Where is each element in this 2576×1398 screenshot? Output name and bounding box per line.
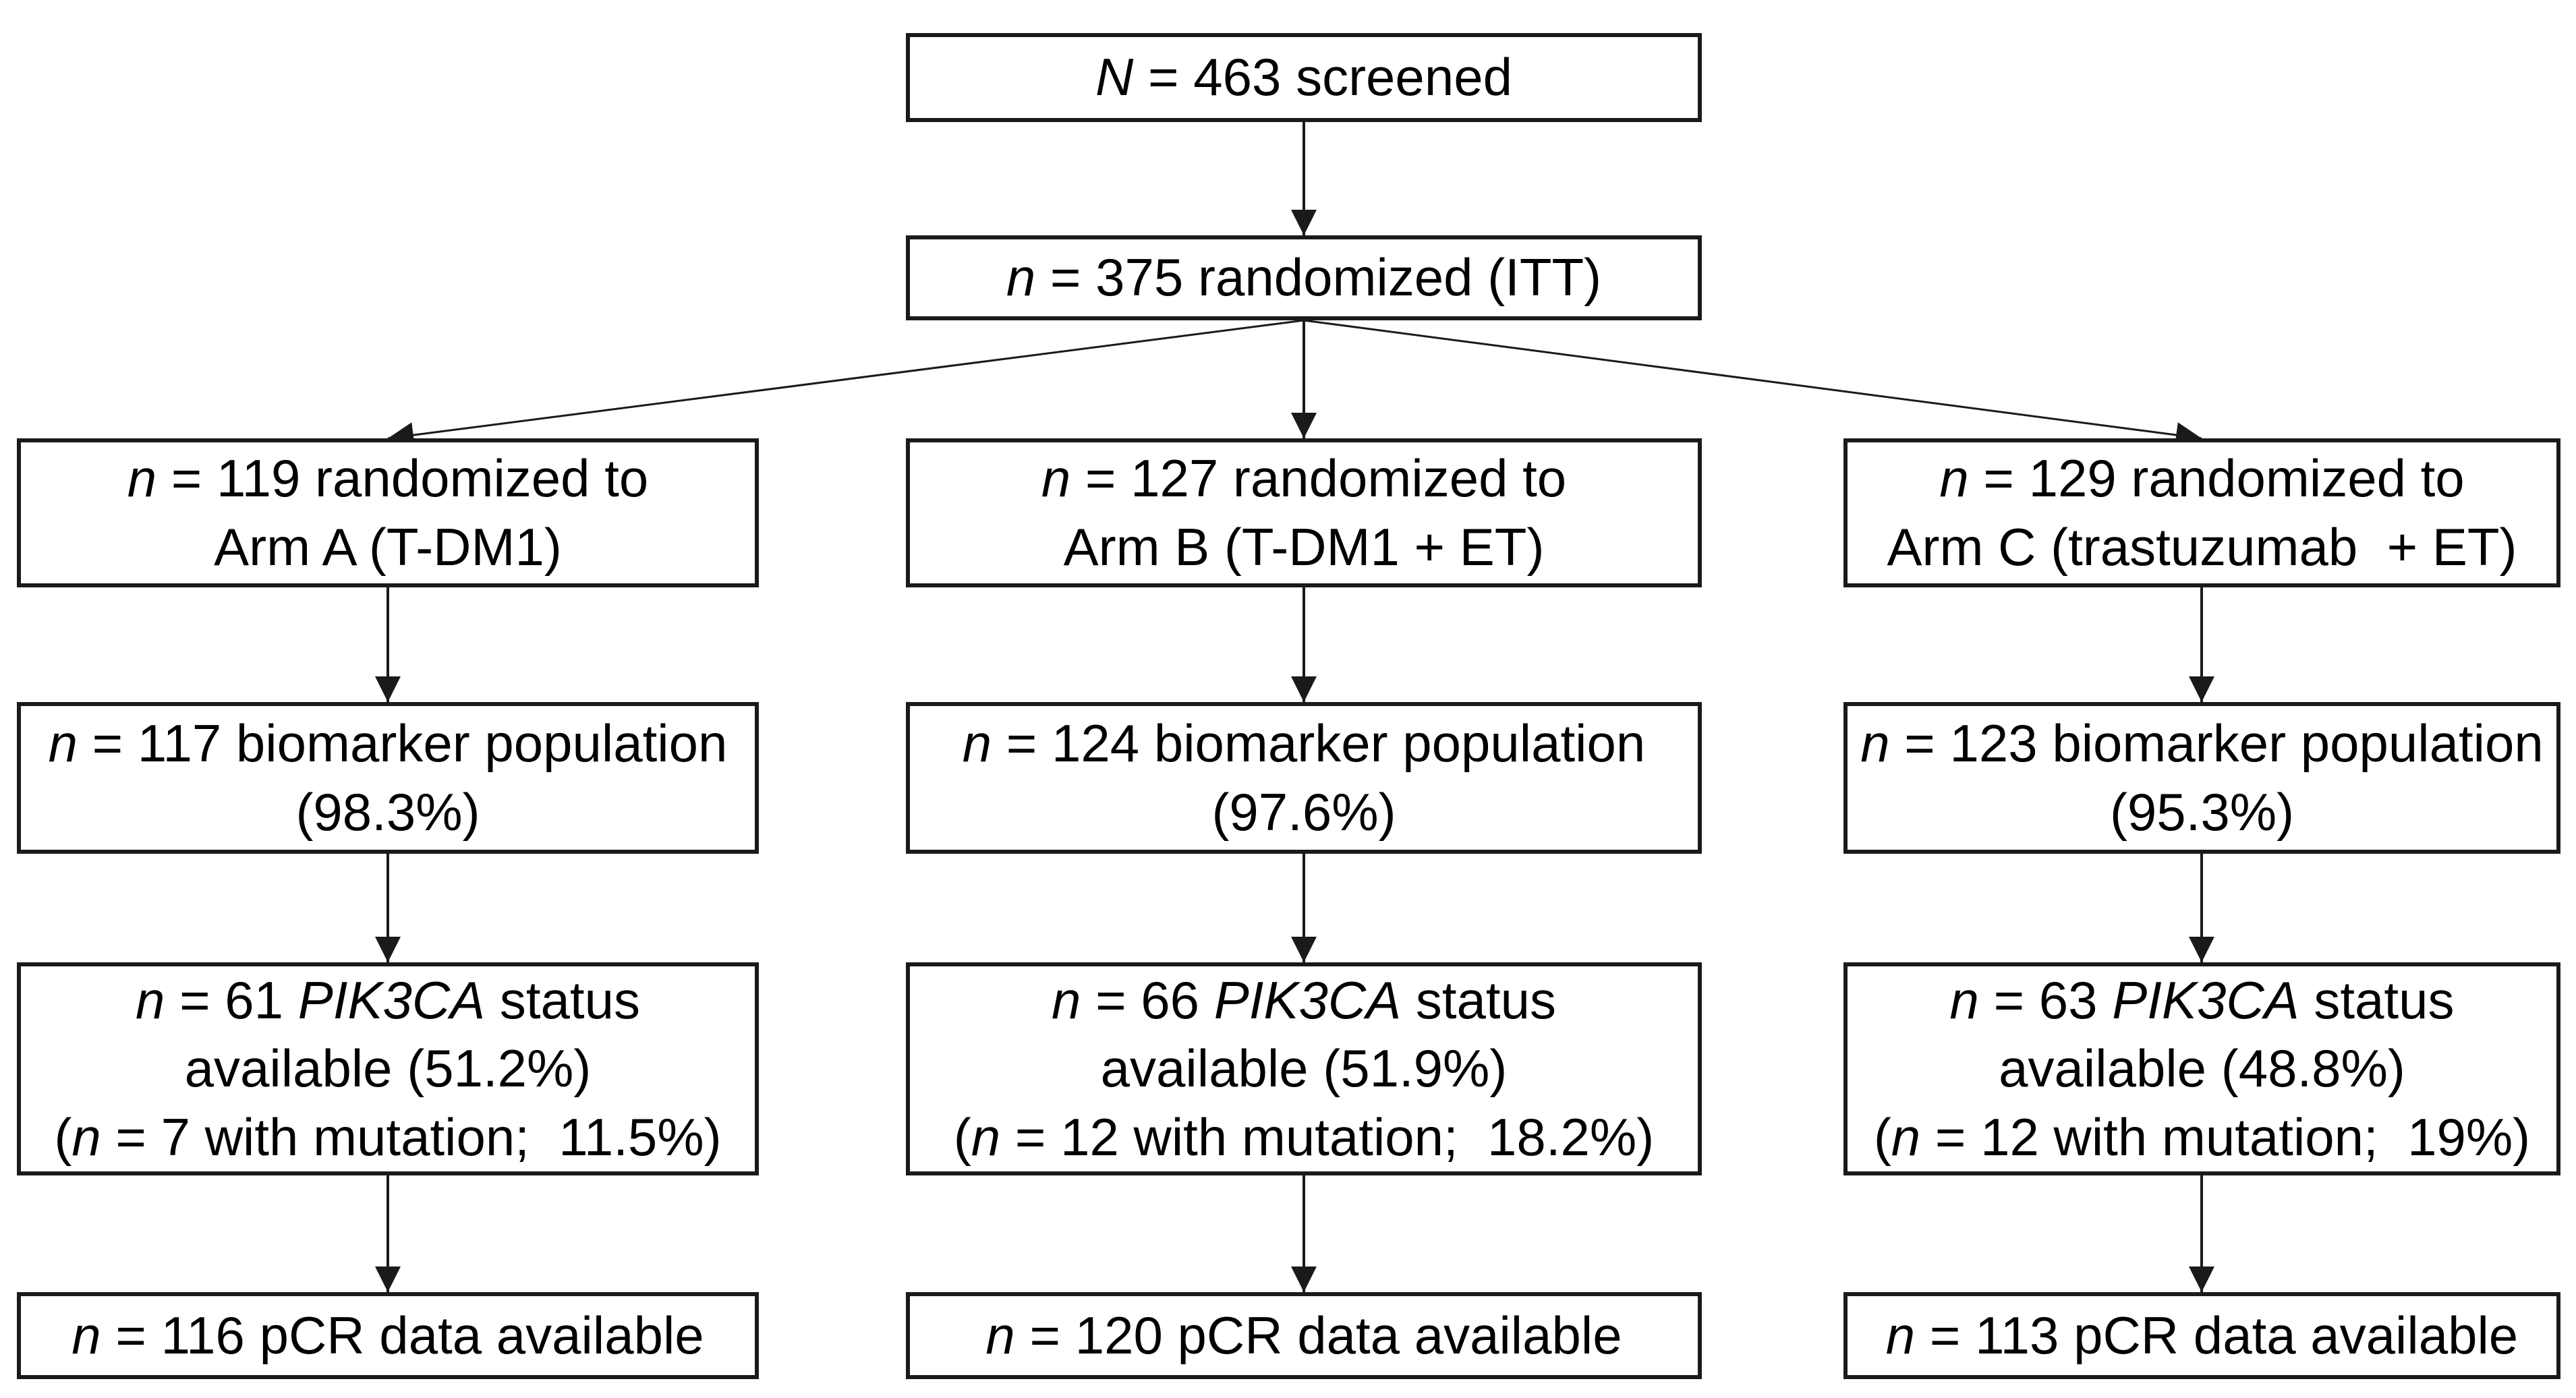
box-arm-a-line-1: n = 119 randomized to [127, 448, 649, 508]
box-screened: N = 463 screened [906, 33, 1702, 122]
box-pik3ca-a-line-2: available (51.2%) [184, 1039, 592, 1099]
box-biomarker-c-line-1: n = 123 biomarker population [1860, 713, 2544, 774]
box-pik3ca-b: n = 66 PIK3CA status available (51.9%) (… [906, 962, 1702, 1175]
arrow-randomized-to-arm-a [387, 319, 1305, 448]
box-pcr-a-text: n = 116 pCR data available [71, 1305, 704, 1365]
box-arm-a: n = 119 randomized to Arm A (T-DM1) [17, 438, 759, 587]
box-pik3ca-b-line-2: available (51.9%) [1100, 1039, 1508, 1099]
box-arm-b: n = 127 randomized to Arm B (T-DM1 + ET) [906, 438, 1702, 587]
box-arm-b-line-1: n = 127 randomized to [1041, 448, 1567, 508]
box-randomized: n = 375 randomized (ITT) [906, 235, 1702, 320]
box-pcr-c-text: n = 113 pCR data available [1885, 1305, 2519, 1365]
box-screened-text: N = 463 screened [1095, 47, 1512, 107]
box-pik3ca-c-line-1: n = 63 PIK3CA status [1949, 970, 2455, 1030]
box-biomarker-b-line-1: n = 124 biomarker population [962, 713, 1646, 774]
box-pik3ca-a-line-3: (n = 7 with mutation; 11.5%) [54, 1107, 722, 1167]
box-biomarker-c-line-2: (95.3%) [2109, 782, 2295, 842]
box-pik3ca-b-line-1: n = 66 PIK3CA status [1052, 970, 1556, 1030]
box-pik3ca-c-line-3: (n = 12 with mutation; 19%) [1873, 1107, 2531, 1167]
box-pcr-a: n = 116 pCR data available [17, 1292, 759, 1379]
box-biomarker-c: n = 123 biomarker population (95.3%) [1843, 702, 2560, 854]
box-randomized-text: n = 375 randomized (ITT) [1006, 247, 1602, 308]
box-pcr-c: n = 113 pCR data available [1843, 1292, 2560, 1379]
box-pik3ca-c-line-2: available (48.8%) [1999, 1039, 2405, 1099]
box-arm-c-line-2: Arm C (trastuzumab + ET) [1887, 517, 2517, 577]
box-biomarker-a: n = 117 biomarker population (98.3%) [17, 702, 759, 854]
box-biomarker-b-line-2: (97.6%) [1211, 782, 1396, 842]
box-biomarker-a-line-1: n = 117 biomarker population [48, 713, 728, 774]
box-pik3ca-a-line-1: n = 61 PIK3CA status [136, 970, 640, 1030]
box-arm-b-line-2: Arm B (T-DM1 + ET) [1063, 517, 1545, 577]
box-biomarker-a-line-2: (98.3%) [295, 782, 480, 842]
box-pik3ca-c: n = 63 PIK3CA status available (48.8%) (… [1843, 962, 2560, 1175]
box-biomarker-b: n = 124 biomarker population (97.6%) [906, 702, 1702, 854]
box-pik3ca-b-line-3: (n = 12 with mutation; 18.2%) [953, 1107, 1655, 1167]
box-pik3ca-a: n = 61 PIK3CA status available (51.2%) (… [17, 962, 759, 1175]
box-arm-a-line-2: Arm A (T-DM1) [214, 517, 562, 577]
box-arm-c: n = 129 randomized to Arm C (trastuzumab… [1843, 438, 2560, 587]
box-pcr-b-text: n = 120 pCR data available [985, 1305, 1622, 1365]
arrow-randomized-to-arm-c [1303, 319, 2202, 448]
box-arm-c-line-1: n = 129 randomized to [1939, 448, 2465, 508]
box-pcr-b: n = 120 pCR data available [906, 1292, 1702, 1379]
